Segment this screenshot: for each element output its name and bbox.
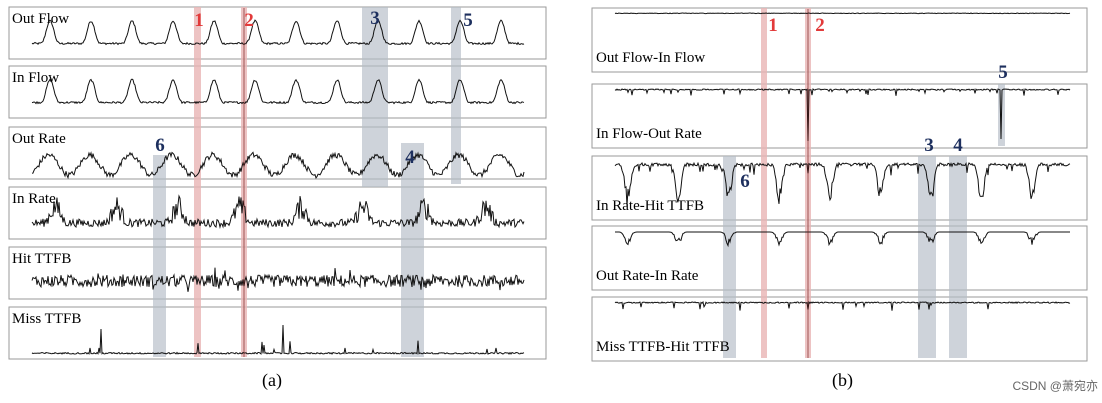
band-a-1	[194, 7, 201, 357]
panel-a-frame-3	[9, 127, 546, 179]
caption-a: (a)	[262, 370, 282, 391]
marker-a-2: 2	[244, 10, 254, 31]
marker-b-4: 4	[953, 135, 963, 156]
band-a-6	[153, 155, 166, 357]
marker-a-5: 5	[463, 10, 473, 31]
marker-a-6: 6	[155, 135, 165, 156]
caption-b: (b)	[832, 370, 853, 391]
panel-b-trace-5	[615, 302, 1070, 311]
series-traces	[32, 8, 1070, 358]
panel-a-frame-5	[9, 247, 546, 299]
band-b-6	[723, 156, 736, 358]
marker-a-1: 1	[194, 10, 204, 31]
panel-a-frame-4	[9, 187, 546, 239]
watermark: CSDN @萧宛亦	[1012, 378, 1098, 393]
panel-a-trace-5	[32, 268, 524, 292]
band-b-4	[949, 156, 967, 358]
marker-b-6: 6	[740, 171, 750, 192]
panel-a-label-2: In Flow	[12, 70, 59, 86]
panel-b-label-1: Out Flow-In Flow	[596, 50, 705, 66]
panel-a-trace-3	[32, 152, 524, 178]
marker-b-2: 2	[815, 15, 825, 36]
panel-a-label-3: Out Rate	[12, 131, 66, 147]
marker-b-3: 3	[924, 135, 934, 156]
marker-b-1: 1	[768, 15, 778, 36]
panel-a-label-5: Hit TTFB	[12, 251, 71, 267]
marker-a-4: 4	[405, 147, 415, 168]
panel-a-trace-2	[32, 79, 524, 103]
panel-b-label-5: Miss TTFB-Hit TTFB	[596, 339, 730, 355]
marker-b-5: 5	[998, 62, 1008, 83]
panel-a-label-1: Out Flow	[12, 11, 69, 27]
panel-a-label-6: Miss TTFB	[12, 311, 81, 327]
panel-a-label-4: In Rate	[12, 191, 56, 207]
panel-b-label-3: In Rate-Hit TTFB	[596, 198, 704, 214]
panel-b-label-2: In Flow-Out Rate	[596, 126, 702, 142]
panel-b-label-4: Out Rate-In Rate	[596, 268, 699, 284]
marker-a-3: 3	[370, 8, 380, 29]
panel-a-trace-1	[32, 20, 524, 44]
panel-a-trace-6	[32, 325, 524, 354]
panel-a-trace-4	[32, 196, 524, 227]
band-a-4	[401, 143, 424, 357]
band-b-1	[761, 8, 767, 358]
panel-b-trace-4	[615, 232, 1070, 246]
panel-a-frame-2	[9, 66, 546, 118]
panel-b-trace-1	[615, 13, 1070, 14]
